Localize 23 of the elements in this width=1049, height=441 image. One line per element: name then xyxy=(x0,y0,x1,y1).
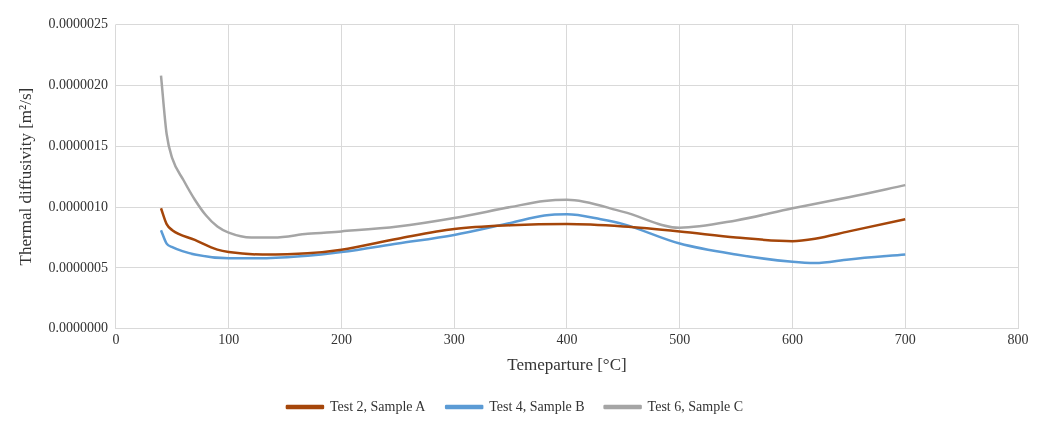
legend-label: Test 6, Sample C xyxy=(647,398,744,414)
x-tick-label: 100 xyxy=(218,331,240,347)
y-tick-label: 0.0000010 xyxy=(48,198,108,214)
y-tick-label: 0.0000025 xyxy=(48,16,108,32)
line-series xyxy=(159,74,907,239)
line-series xyxy=(159,207,907,256)
x-axis-title: Temeparture [°C] xyxy=(507,355,627,375)
y-axis-title: Thermal diffusivity [m²/s] xyxy=(15,87,35,266)
legend-label: Test 4, Sample B xyxy=(489,398,585,414)
x-tick-label: 700 xyxy=(894,331,916,347)
x-tick-label: 400 xyxy=(556,331,578,347)
y-tick-label: 0.0000000 xyxy=(48,320,108,336)
x-tick-label: 200 xyxy=(330,331,352,347)
legend-label: Test 2, Sample A xyxy=(329,398,427,414)
x-tick-label: 800 xyxy=(1007,331,1029,347)
x-tick-label: 300 xyxy=(443,331,465,347)
y-tick-label: 0.0000005 xyxy=(48,259,108,275)
x-tick-label: 600 xyxy=(781,331,803,347)
line-series xyxy=(159,213,907,265)
y-tick-label: 0.0000015 xyxy=(48,137,108,153)
x-tick-label: 500 xyxy=(669,331,691,347)
y-tick-label: 0.0000020 xyxy=(48,76,108,92)
x-tick-label: 0 xyxy=(112,331,120,347)
